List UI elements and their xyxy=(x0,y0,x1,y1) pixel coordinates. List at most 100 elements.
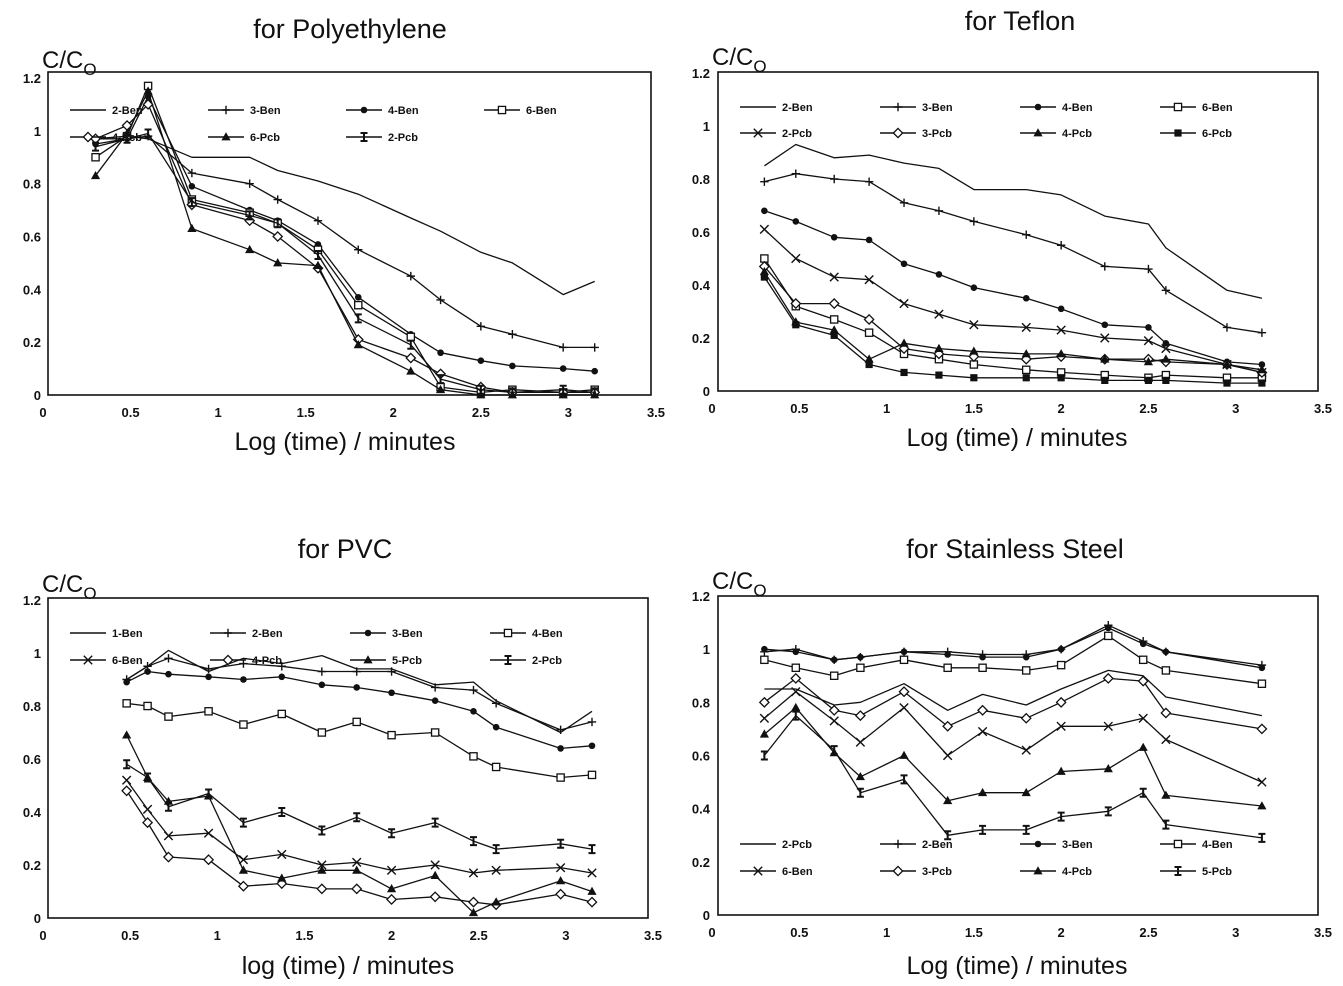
legend-entry: 6-Ben xyxy=(1160,102,1233,114)
data-point xyxy=(1161,343,1171,354)
data-point xyxy=(468,868,479,878)
data-point xyxy=(855,771,865,781)
legend-label: 3-Ben xyxy=(392,628,423,640)
series-2-Ben xyxy=(764,143,1263,299)
data-point xyxy=(1022,374,1030,382)
legend-label: 6-Ben xyxy=(112,655,143,667)
data-point xyxy=(1021,322,1031,333)
x-tick-label: 2 xyxy=(390,405,397,420)
data-point xyxy=(1057,645,1065,653)
data-point xyxy=(431,817,439,828)
y-axis-label: C/CO xyxy=(42,571,97,603)
y-tick-label: 0.4 xyxy=(692,802,711,817)
data-point xyxy=(491,762,501,772)
legend-label: 6-Ben xyxy=(782,866,813,878)
data-point xyxy=(92,141,100,152)
data-point xyxy=(163,831,174,841)
data-point xyxy=(272,230,284,243)
y-axis-label: C/CO xyxy=(42,47,97,79)
data-point xyxy=(354,245,363,254)
data-point xyxy=(1100,333,1110,343)
data-point xyxy=(969,217,979,226)
x-tick-label: 2.5 xyxy=(470,928,488,943)
legend-entry: 2-Ben xyxy=(880,839,953,851)
data-point xyxy=(865,360,873,369)
series-line xyxy=(763,228,1263,374)
data-point xyxy=(790,298,802,310)
y-axis-label-main: C/C xyxy=(42,571,83,598)
data-point xyxy=(792,648,800,656)
y-tick-label: 0 xyxy=(703,384,710,399)
data-point xyxy=(351,883,363,895)
legend-label: 5-Pcb xyxy=(392,655,422,667)
data-point xyxy=(1056,766,1066,775)
chart-panel-2: for Teflon C/CO 0 0.5 1 1.5 2 2.5 3 3.5 0 0.2 0.4 0.6… xyxy=(692,6,1332,452)
legend-entry: 5-Pcb xyxy=(350,655,422,667)
series-line xyxy=(94,90,595,396)
data-point xyxy=(1020,712,1032,724)
y-axis-label-subscript: O xyxy=(83,60,96,79)
data-point xyxy=(1257,777,1267,787)
data-point xyxy=(854,710,866,722)
legend-entry: 4-Pcb xyxy=(1020,866,1092,878)
legend-label: 3-Pcb xyxy=(922,128,952,140)
legend-marker xyxy=(1174,129,1182,137)
data-point xyxy=(121,785,133,797)
y-tick-label: 0.8 xyxy=(23,699,41,714)
legend-marker xyxy=(364,629,372,637)
data-point xyxy=(430,860,440,870)
data-point xyxy=(353,812,361,823)
data-point xyxy=(792,710,800,721)
legend-entry: 3-Pcb xyxy=(880,865,952,878)
y-axis-label-subscript: O xyxy=(753,581,766,600)
data-point xyxy=(477,357,485,364)
series-line xyxy=(763,276,1262,384)
y-axis-label-main: C/C xyxy=(712,44,753,71)
legend-label: 3-Ben xyxy=(1062,839,1093,851)
data-point xyxy=(558,343,568,352)
legend-marker xyxy=(1174,866,1182,876)
data-point xyxy=(1101,376,1109,384)
legend-label: 3-Ben xyxy=(922,102,953,114)
data-point xyxy=(123,678,130,686)
series-line xyxy=(95,132,595,394)
x-tick-label: 0.5 xyxy=(121,928,139,943)
data-point xyxy=(386,865,397,875)
y-tick-label: 0.4 xyxy=(23,282,42,297)
x-axis-label: Log (time) / minutes xyxy=(907,952,1128,980)
data-point xyxy=(205,788,213,799)
data-point xyxy=(203,854,215,866)
data-point xyxy=(431,697,439,704)
data-point xyxy=(1138,713,1148,723)
data-point xyxy=(1056,241,1066,250)
y-tick-label: 0.6 xyxy=(23,230,41,245)
legend-label: 2-Ben xyxy=(112,105,143,117)
legend-entry: 3-Ben xyxy=(208,105,281,117)
data-point xyxy=(354,313,362,324)
data-point xyxy=(829,315,839,324)
legend-entry: 1-Ben xyxy=(70,628,143,640)
data-point xyxy=(856,787,864,798)
data-point xyxy=(387,730,396,740)
data-point xyxy=(1162,376,1170,384)
data-point xyxy=(1257,328,1267,337)
data-point xyxy=(245,244,255,254)
y-tick-label: 0.2 xyxy=(23,858,41,873)
data-point xyxy=(935,371,943,379)
data-point xyxy=(1104,806,1112,817)
chart-panel-3: for PVC C/CO 0 0.5 1 1.5 2 2.5 3 3.5 0 0.2 0.4 0.6 0.8… xyxy=(23,534,662,980)
data-point xyxy=(407,339,415,350)
legend-marker xyxy=(363,655,373,664)
series-6-Ben xyxy=(91,81,599,397)
data-point xyxy=(406,271,415,281)
data-point xyxy=(122,730,132,739)
legend-entry: 3-Ben xyxy=(880,102,953,114)
legend-label: 2-Pcb xyxy=(782,839,812,851)
data-point xyxy=(405,352,417,364)
x-tick-label: 1.5 xyxy=(295,928,313,943)
data-point xyxy=(1021,666,1031,675)
y-tick-label: 0 xyxy=(703,908,710,923)
x-tick-label: 3.5 xyxy=(1314,925,1332,940)
data-point xyxy=(277,849,287,860)
y-tick-label: 0.4 xyxy=(692,278,711,293)
